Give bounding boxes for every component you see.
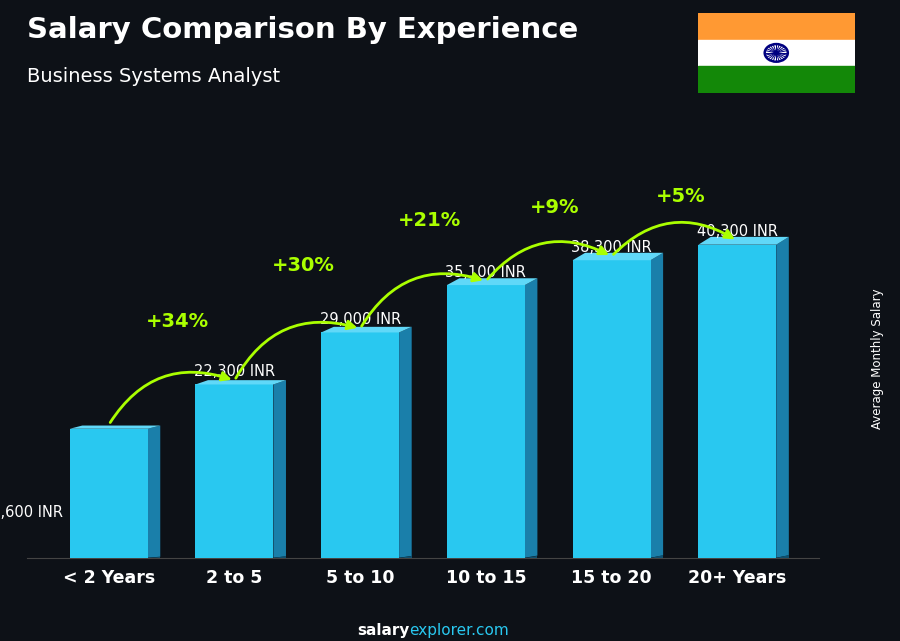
- Polygon shape: [651, 253, 663, 558]
- Polygon shape: [777, 237, 788, 558]
- Polygon shape: [195, 380, 286, 385]
- Polygon shape: [148, 556, 160, 558]
- Text: salary: salary: [357, 623, 410, 638]
- Text: Average Monthly Salary: Average Monthly Salary: [871, 288, 884, 429]
- Bar: [698, 66, 855, 93]
- Polygon shape: [525, 556, 537, 558]
- Polygon shape: [525, 278, 537, 558]
- Text: +5%: +5%: [656, 187, 706, 206]
- Bar: [698, 13, 855, 40]
- Polygon shape: [274, 556, 286, 558]
- Polygon shape: [148, 426, 160, 558]
- Text: +30%: +30%: [272, 256, 335, 276]
- Text: 35,100 INR: 35,100 INR: [446, 265, 526, 279]
- Polygon shape: [447, 278, 537, 285]
- Text: +9%: +9%: [530, 197, 580, 217]
- Text: 38,300 INR: 38,300 INR: [572, 240, 652, 254]
- Polygon shape: [274, 380, 286, 558]
- Bar: [195, 385, 274, 558]
- Bar: [321, 333, 399, 558]
- Bar: [698, 245, 777, 558]
- Polygon shape: [651, 556, 663, 558]
- Text: Business Systems Analyst: Business Systems Analyst: [27, 67, 280, 87]
- Bar: [698, 40, 855, 66]
- Bar: [447, 285, 525, 558]
- Text: Salary Comparison By Experience: Salary Comparison By Experience: [27, 16, 578, 44]
- Text: 40,300 INR: 40,300 INR: [697, 224, 778, 239]
- Circle shape: [774, 51, 778, 54]
- Text: +21%: +21%: [398, 212, 461, 230]
- Polygon shape: [399, 556, 411, 558]
- Text: 22,300 INR: 22,300 INR: [194, 364, 275, 379]
- Polygon shape: [572, 253, 663, 260]
- Polygon shape: [698, 237, 788, 245]
- Text: +34%: +34%: [147, 312, 210, 331]
- Text: 16,600 INR: 16,600 INR: [0, 505, 64, 520]
- Polygon shape: [321, 327, 411, 333]
- Polygon shape: [399, 327, 411, 558]
- Polygon shape: [777, 555, 788, 558]
- Polygon shape: [69, 426, 160, 429]
- Bar: [69, 429, 148, 558]
- Bar: [572, 260, 651, 558]
- Text: explorer.com: explorer.com: [410, 623, 509, 638]
- Text: 29,000 INR: 29,000 INR: [320, 312, 400, 327]
